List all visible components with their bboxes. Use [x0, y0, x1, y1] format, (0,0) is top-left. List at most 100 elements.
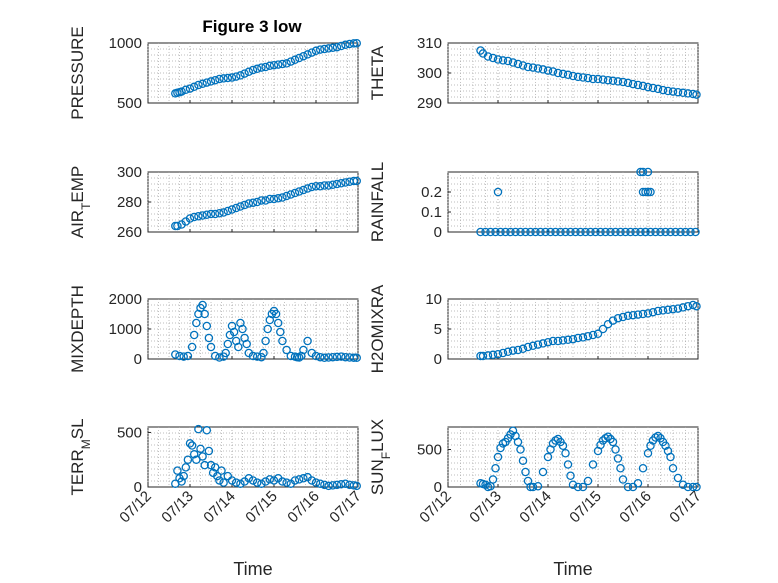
- data-point: [593, 329, 603, 339]
- data-point: [613, 313, 623, 323]
- data-point: [215, 353, 224, 362]
- data-point: [476, 227, 485, 237]
- data-point: [265, 194, 275, 204]
- data-point: [673, 87, 683, 97]
- x-tick-label: 07/15: [242, 488, 281, 527]
- data-point: [223, 339, 233, 349]
- data-point: [563, 460, 573, 469]
- data-point: [231, 72, 241, 81]
- data-point: [503, 56, 513, 66]
- data-point: [261, 336, 270, 346]
- data-point: [498, 56, 508, 65]
- data-point: [336, 41, 346, 51]
- data-point: [608, 437, 618, 447]
- data-point: [593, 74, 603, 84]
- y-tick-label: 0: [434, 224, 442, 241]
- data-point: [496, 227, 505, 237]
- data-point: [303, 184, 312, 193]
- data-point: [202, 426, 212, 435]
- data-point: [666, 452, 675, 462]
- data-point: [200, 460, 209, 470]
- x-tick-label: 07/16: [284, 488, 323, 527]
- data-point: [648, 307, 658, 317]
- xlabel: Time: [553, 559, 592, 579]
- data-point: [481, 480, 490, 489]
- data-point: [198, 300, 207, 310]
- data-point: [543, 66, 553, 75]
- data-point: [638, 309, 648, 319]
- data-point: [661, 227, 670, 237]
- data-point: [198, 79, 207, 89]
- data-point: [633, 478, 643, 488]
- data-point: [513, 437, 523, 447]
- data-point: [320, 44, 329, 54]
- ylabel: RAINFALL: [368, 162, 387, 242]
- data-point: [678, 88, 688, 98]
- y-tick-label: 300: [117, 164, 142, 181]
- data-point: [538, 339, 548, 348]
- data-point: [185, 214, 195, 223]
- data-point: [244, 199, 254, 208]
- data-point: [238, 324, 247, 334]
- data-point: [596, 227, 605, 237]
- data-point: [533, 340, 543, 349]
- data-point: [678, 303, 688, 312]
- data-point: [558, 441, 568, 450]
- data-point: [336, 178, 346, 188]
- data-point: [210, 209, 220, 219]
- subplot-h2omixra: 0 5 10 H2OMIXRA: [368, 284, 701, 373]
- data-point: [206, 460, 216, 470]
- data-point: [523, 62, 533, 72]
- data-point: [591, 227, 600, 237]
- subplot-mixdepth: 0 1000 2000 MIXDEPTH: [68, 285, 361, 373]
- y-tick-label: 2000: [109, 291, 142, 308]
- data-point: [202, 78, 212, 87]
- data-point: [234, 342, 243, 352]
- data-point: [628, 79, 638, 89]
- data-point: [516, 227, 525, 237]
- data-point: [663, 305, 673, 315]
- data-point: [271, 309, 281, 319]
- data-point: [663, 86, 673, 96]
- data-point: [236, 202, 245, 211]
- data-point: [282, 59, 291, 68]
- data-point: [643, 82, 653, 92]
- data-point: [533, 481, 543, 491]
- data-point: [611, 227, 620, 237]
- data-point: [481, 227, 490, 237]
- data-point: [265, 61, 275, 71]
- data-point: [324, 353, 333, 362]
- data-point: [641, 227, 650, 237]
- data-point: [328, 43, 338, 53]
- data-point: [231, 203, 241, 213]
- data-point: [252, 64, 262, 74]
- data-point: [563, 335, 573, 345]
- data-point: [252, 478, 262, 487]
- xlabel: Time: [233, 559, 272, 579]
- figure-title: Figure 3 low: [202, 17, 302, 36]
- data-point: [307, 476, 317, 485]
- data-point: [596, 440, 605, 450]
- data-point: [332, 352, 342, 362]
- data-point: [206, 77, 216, 86]
- data-point: [244, 474, 254, 483]
- data-point: [171, 350, 180, 359]
- data-point: [278, 336, 287, 346]
- data-point: [648, 83, 658, 93]
- data-point: [643, 448, 653, 458]
- data-point: [501, 227, 510, 237]
- subplot-pressure: 500 1000 PRESSURE: [68, 26, 361, 120]
- data-point: [273, 193, 283, 203]
- y-tick-label: 1000: [109, 35, 142, 52]
- data-point: [518, 456, 528, 465]
- data-point: [618, 475, 628, 484]
- data-point: [269, 60, 279, 70]
- data-point: [553, 68, 563, 78]
- data-point: [299, 185, 308, 195]
- data-point: [638, 187, 648, 197]
- data-point: [299, 474, 308, 483]
- data-point: [252, 352, 262, 361]
- data-point: [521, 467, 530, 477]
- data-point: [227, 73, 237, 82]
